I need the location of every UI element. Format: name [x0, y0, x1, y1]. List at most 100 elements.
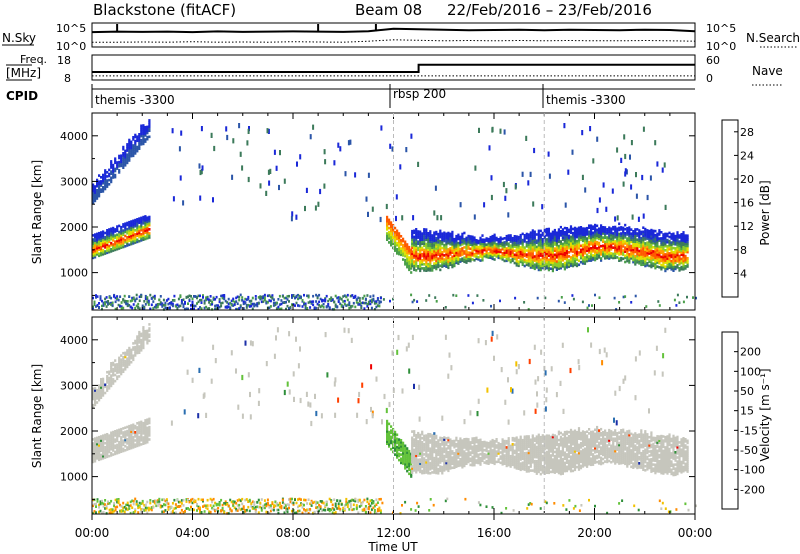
- scatter-cell: [132, 303, 135, 306]
- scatter-cell: [485, 461, 488, 465]
- scatter-cell: [666, 267, 669, 271]
- scatter-cell: [146, 329, 149, 333]
- scatter-cell: [134, 148, 137, 151]
- scatter-cell: [253, 302, 256, 306]
- scatter-cell: [471, 451, 474, 455]
- scatter-cell: [391, 146, 394, 152]
- scatter-cell: [410, 293, 413, 297]
- scatter-cell: [515, 259, 518, 263]
- scatter-cell: [600, 251, 603, 254]
- scatter-cell: [124, 228, 127, 232]
- scatter-cell: [559, 244, 562, 247]
- scatter-cell: [569, 245, 573, 249]
- scatter-cell: [413, 460, 416, 464]
- scatter-cell: [575, 248, 579, 251]
- scatter-cell: [94, 251, 97, 255]
- scatter-cell: [100, 447, 103, 451]
- scatter-cell: [112, 382, 115, 385]
- scatter-cell: [610, 235, 613, 239]
- scatter-cell: [680, 237, 683, 240]
- scatter-cell: [126, 221, 129, 225]
- scatter-cell: [668, 256, 671, 259]
- scatter-cell: [406, 259, 409, 263]
- scatter-cell: [112, 176, 115, 179]
- scatter-cell: [106, 455, 109, 459]
- scatter-cell: [533, 234, 536, 238]
- scatter-cell: [662, 247, 665, 251]
- scatter-cell: [485, 455, 488, 459]
- scatter-cell: [423, 457, 426, 460]
- scatter-cell: [618, 251, 621, 254]
- scatter-cell: [423, 256, 426, 260]
- scatter-cell: [100, 437, 103, 440]
- scatter-cell: [134, 433, 137, 436]
- scatter-cell: [180, 130, 183, 136]
- scatter-cell: [465, 242, 468, 246]
- scatter-cell: [551, 255, 554, 258]
- scatter-cell: [453, 441, 456, 445]
- scatter-cell: [94, 457, 97, 461]
- scatter-cell: [366, 302, 369, 306]
- scatter-cell: [604, 236, 607, 240]
- scatter-cell: [656, 246, 659, 250]
- scatter-cell: [104, 302, 107, 306]
- scatter-cell: [122, 298, 125, 301]
- scatter-cell: [262, 295, 265, 298]
- scatter-cell: [602, 182, 605, 188]
- scatter-cell: [676, 239, 679, 242]
- scatter-cell: [100, 184, 103, 187]
- scatter-cell: [300, 295, 302, 299]
- scatter-cell: [594, 234, 597, 237]
- scatter-cell: [515, 241, 518, 244]
- scatter-cell: [588, 234, 591, 238]
- scatter-cell: [104, 237, 107, 241]
- scatter-cell: [594, 223, 597, 227]
- scatter-cell: [624, 234, 627, 237]
- scatter-cell: [628, 236, 631, 240]
- scatter-cell: [648, 256, 651, 259]
- cpid-segment-2: rbsp 200: [393, 87, 446, 101]
- scatter-cell: [588, 242, 591, 246]
- scatter-cell: [106, 185, 109, 188]
- scatter-cell: [140, 332, 143, 336]
- scatter-cell: [511, 241, 514, 244]
- scatter-cell: [110, 170, 113, 173]
- scatter-cell: [608, 226, 611, 229]
- scatter-cell: [559, 254, 562, 258]
- scatter-cell: [664, 242, 667, 246]
- scatter-cell: [96, 390, 99, 394]
- scatter-cell: [583, 231, 587, 235]
- scatter-cell: [396, 248, 399, 251]
- scatter-cell: [388, 443, 391, 446]
- scatter-cell: [94, 237, 97, 240]
- scatter-cell: [465, 244, 468, 248]
- scatter-cell: [439, 444, 442, 448]
- scatter-cell: [493, 458, 496, 461]
- scatter-cell: [363, 294, 366, 298]
- scatter-cell: [594, 225, 597, 229]
- scatter-cell: [557, 248, 560, 252]
- scatter-cell: [104, 235, 107, 239]
- scatter-cell: [142, 436, 145, 439]
- scatter-cell: [537, 262, 540, 265]
- scatter-cell: [594, 293, 596, 297]
- scatter-cell: [138, 141, 141, 144]
- scatter-cell: [447, 463, 450, 466]
- scatter-cell: [495, 446, 498, 449]
- scatter-cell: [425, 253, 428, 256]
- scatter-cell: [435, 251, 438, 254]
- scatter-cell: [610, 227, 613, 230]
- scatter-cell: [555, 254, 558, 257]
- scatter-cell: [622, 230, 625, 234]
- scatter-cell: [564, 202, 567, 208]
- scatter-cell: [531, 237, 534, 241]
- scatter-cell: [116, 429, 119, 432]
- scatter-cell: [104, 301, 107, 304]
- scatter-cell: [116, 363, 119, 366]
- scatter-cell: [126, 143, 129, 146]
- scatter-cell: [279, 150, 281, 156]
- scatter-cell: [124, 151, 127, 155]
- scatter-cell: [102, 242, 105, 246]
- scatter-cell: [449, 232, 452, 236]
- scatter-cell: [366, 294, 369, 297]
